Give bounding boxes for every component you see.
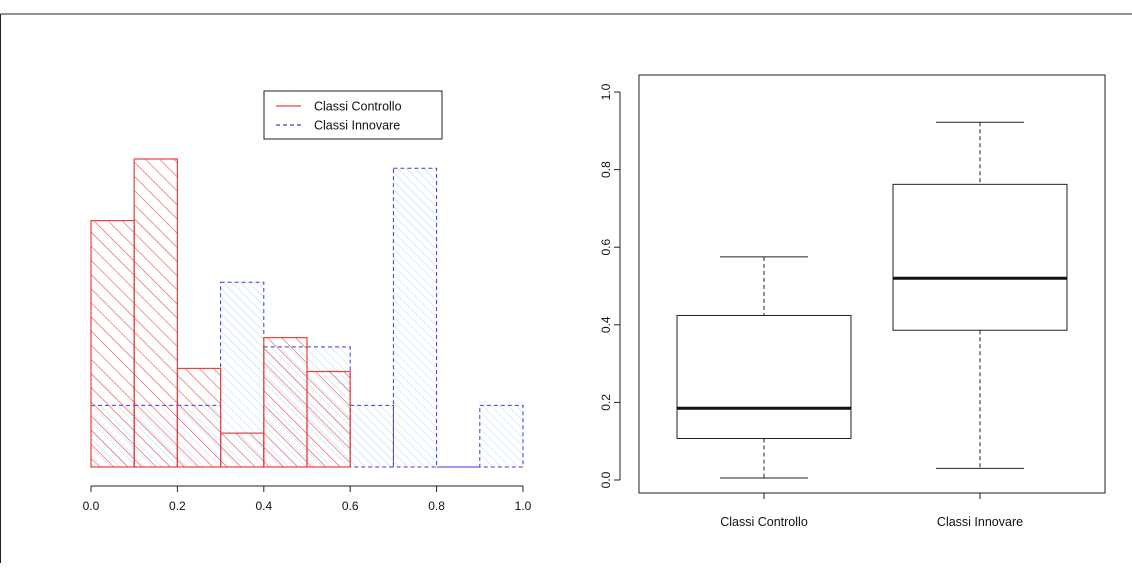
bar-controllo (90, 220, 135, 468)
y-tick-label: 0.8 (599, 161, 613, 178)
histogram-panel: 0.0 0.2 0.4 0.6 0.8 1.0 Classi ControlloClass… (83, 90, 532, 513)
histogram-x-axis: 0.0 0.2 0.4 0.6 0.8 1.0 (83, 485, 532, 513)
x-tick-label: 1.0 (515, 499, 532, 513)
bar-innovare (479, 404, 524, 468)
x-category-label: Classi Innovare (937, 515, 1023, 529)
x-tick-label: 0.4 (255, 499, 272, 513)
legend-label: Classi Controllo (314, 100, 402, 114)
y-tick-label: 0.0 (599, 471, 613, 488)
y-tick-label: 0.4 (599, 316, 613, 333)
bar-controllo (306, 370, 351, 468)
x-tick-label: 0.6 (342, 499, 359, 513)
boxplot-x-labels: Classi Controllo Classi Innovare (720, 493, 1023, 529)
x-tick-label: 0.8 (428, 499, 445, 513)
legend-box (263, 90, 443, 140)
bar-innovare (392, 167, 438, 468)
plot-frame (638, 74, 1106, 494)
bar-controllo (263, 337, 308, 468)
y-tick-label: 0.6 (599, 239, 613, 256)
box-iqr (892, 183, 1068, 331)
legend: Classi Controllo Classi Innovare (263, 90, 443, 140)
x-tick-label: 0.2 (169, 499, 186, 513)
boxplot-y-axis: 0.0 0.2 0.4 0.6 0.8 1.0 (599, 83, 621, 488)
y-tick-label: 1.0 (599, 83, 613, 100)
x-tick-label: 0.0 (83, 499, 100, 513)
boxplots (676, 121, 1068, 479)
bar-controllo (220, 432, 265, 468)
x-category-label: Classi Controllo (720, 515, 808, 529)
bar-controllo (133, 158, 178, 468)
legend-label: Classi Innovare (314, 119, 400, 133)
y-tick-label: 0.2 (599, 394, 613, 411)
controllo-bars (90, 158, 351, 468)
bar-innovare (349, 404, 394, 468)
boxplot-panel: 0.00.20.40.60.81.0 Classi Controllo Class… (599, 74, 1106, 529)
bar-controllo (176, 367, 222, 468)
box-iqr (676, 314, 852, 439)
